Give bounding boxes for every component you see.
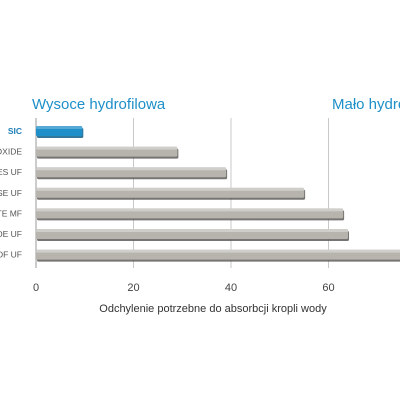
- category-labels: SIC OXIDE ES UF SE UF TE MF DE UF DF UF: [0, 126, 22, 260]
- header-highly-hydrophilic: Wysoce hydrofilowa: [32, 96, 166, 113]
- x-tick-20: 20: [127, 282, 139, 294]
- bar-oxide: [36, 146, 179, 159]
- x-tick-40: 40: [225, 282, 237, 294]
- bar-se-uf: [36, 187, 306, 200]
- bar-df-uf: [36, 249, 400, 262]
- chart-bars: [36, 126, 400, 262]
- category-label-df-uf: DF UF: [0, 250, 22, 260]
- category-label-se-uf: SE UF: [0, 188, 22, 198]
- x-tick-labels: 0 20 40 60: [33, 282, 335, 294]
- bar-te-mf: [36, 208, 345, 221]
- category-label-es-uf: ES UF: [0, 167, 22, 177]
- category-label-oxide: OXIDE: [0, 147, 22, 157]
- bar-de-uf: [36, 229, 349, 241]
- x-axis-label: Odchylenie potrzebne do absorbcji kropli…: [99, 303, 327, 315]
- category-label-de-uf: DE UF: [0, 229, 22, 239]
- x-tick-60: 60: [322, 282, 334, 294]
- category-label-sic: SIC: [8, 126, 22, 136]
- bar-es-uf: [36, 167, 228, 180]
- bar-sic: [36, 126, 84, 138]
- header-less-hydrophilic: Mało hydro: [332, 96, 400, 113]
- x-tick-0: 0: [33, 282, 39, 294]
- category-label-te-mf: TE MF: [0, 208, 22, 218]
